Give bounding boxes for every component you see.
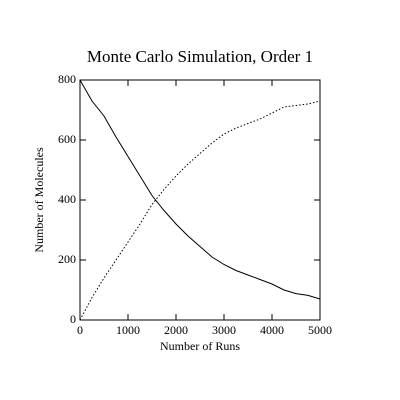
x-tick-label: 3000 <box>212 323 236 337</box>
series-line <box>79 79 321 300</box>
y-axis-label: Number of Molecules <box>32 147 46 253</box>
y-tick-label: 200 <box>58 252 76 266</box>
y-tick-label: 600 <box>58 132 76 146</box>
x-tick-label: 2000 <box>164 323 188 337</box>
x-tick-label: 5000 <box>308 323 332 337</box>
x-axis-label: Number of Runs <box>160 339 240 353</box>
x-tick-label: 4000 <box>260 323 284 337</box>
y-tick-label: 400 <box>58 192 76 206</box>
plot-frame <box>79 79 321 321</box>
x-tick-label: 0 <box>77 323 83 337</box>
y-tick-label: 0 <box>70 312 76 326</box>
x-tick-label: 1000 <box>116 323 140 337</box>
chart-title: Monte Carlo Simulation, Order 1 <box>87 47 313 66</box>
y-tick-label: 800 <box>58 72 76 86</box>
series-line <box>79 100 321 321</box>
